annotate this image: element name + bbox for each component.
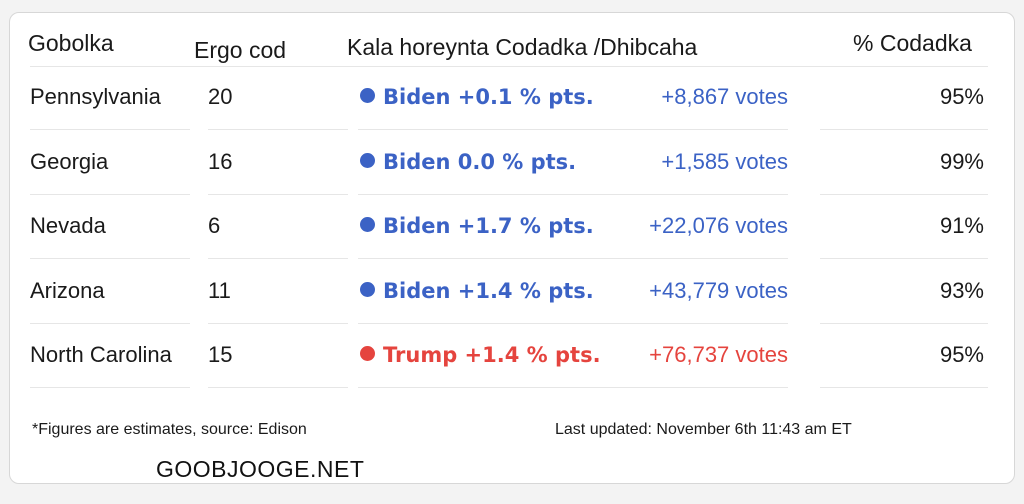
vote-lead: +76,737 votes: [649, 342, 788, 367]
leader-margin: Biden 0.0 % pts.: [360, 150, 576, 174]
percent-counted: 99%: [939, 148, 984, 174]
state-name: Georgia: [30, 148, 109, 174]
state-name: Pennsylvania: [30, 84, 161, 109]
percent-counted: 91%: [939, 213, 984, 238]
row-divider: [30, 258, 190, 259]
party-dot-icon: [360, 88, 375, 103]
leader-margin-text: Biden +1.4 % pts.: [383, 278, 594, 303]
row-divider: [358, 129, 788, 130]
party-dot-icon: [360, 281, 375, 297]
party-dot-icon: [360, 346, 375, 361]
leader-margin-text: Trump +1.4 % pts.: [383, 343, 601, 367]
row-divider: [208, 129, 348, 130]
electoral-votes: 6: [208, 213, 221, 238]
table-row: Nevada 6 Biden +1.7 % pts. +22,076 votes 91%: [0, 195, 1024, 259]
row-divider: [358, 322, 788, 324]
leader-margin: Biden +0.1 % pts.: [360, 85, 594, 109]
state-name: North Carolina: [30, 342, 172, 367]
row-divider: [358, 258, 788, 259]
percent-counted: 95%: [939, 84, 984, 109]
electoral-votes: 16: [208, 148, 233, 174]
vote-lead: +43,779 votes: [649, 277, 788, 303]
header-leader-margin: Kala horeynta Codadka /Dhibcaha: [347, 34, 698, 60]
state-name: Arizona: [30, 277, 105, 303]
row-divider: [358, 193, 788, 195]
row-divider: [208, 387, 348, 388]
leader-margin: Trump +1.4 % pts.: [360, 343, 601, 367]
party-dot-icon: [360, 217, 375, 232]
vote-lead: +8,867 votes: [661, 84, 788, 109]
vote-lead: +22,076 votes: [649, 213, 788, 238]
leader-margin-text: Biden 0.0 % pts.: [383, 149, 577, 174]
table-row: Arizona 11 Biden +1.4 % pts. +43,779 votes 9…: [0, 260, 1024, 324]
leader-margin-text: Biden +0.1 % pts.: [383, 85, 594, 109]
electoral-votes: 20: [208, 84, 233, 109]
last-updated: Last updated: November 6th 11:43 am ET: [555, 421, 852, 438]
row-divider: [820, 129, 988, 130]
electoral-votes: 15: [208, 342, 233, 367]
row-divider: [208, 193, 348, 195]
row-divider: [820, 258, 988, 259]
source-note: *Figures are estimates, source: Edison: [32, 421, 307, 438]
watermark-text: GOOBJOOGE.NET: [156, 456, 365, 482]
header-percent-counted: % Codadka: [853, 30, 972, 56]
row-divider: [208, 258, 348, 259]
table-row: Pennsylvania 20 Biden +0.1 % pts. +8,867 vo…: [0, 66, 1024, 130]
header-electoral-votes: Ergo cod: [194, 37, 287, 63]
percent-counted: 95%: [939, 342, 984, 367]
table-row: North Carolina 15 Trump +1.4 % pts. +76,737…: [0, 324, 1024, 388]
state-name: Nevada: [30, 213, 106, 238]
percent-counted: 93%: [939, 277, 984, 303]
row-divider: [30, 193, 190, 195]
table-row: Georgia 16 Biden 0.0 % pts. +1,585 votes 99%: [0, 131, 1024, 195]
row-divider: [30, 322, 190, 324]
row-divider: [30, 387, 190, 388]
party-dot-icon: [360, 152, 375, 168]
row-divider: [820, 193, 988, 195]
row-divider: [820, 387, 988, 388]
vote-lead: +1,585 votes: [661, 148, 788, 174]
header-state: Gobolka: [28, 30, 114, 56]
electoral-votes: 11: [208, 277, 231, 303]
row-divider: [358, 387, 788, 388]
row-divider: [208, 322, 348, 324]
header-divider: [30, 66, 988, 67]
results-card: [9, 12, 1015, 484]
leader-margin: Biden +1.4 % pts.: [360, 279, 594, 303]
leader-margin: Biden +1.7 % pts.: [360, 214, 594, 238]
row-divider: [30, 129, 190, 130]
leader-margin-text: Biden +1.7 % pts.: [383, 214, 594, 238]
row-divider: [820, 322, 988, 324]
